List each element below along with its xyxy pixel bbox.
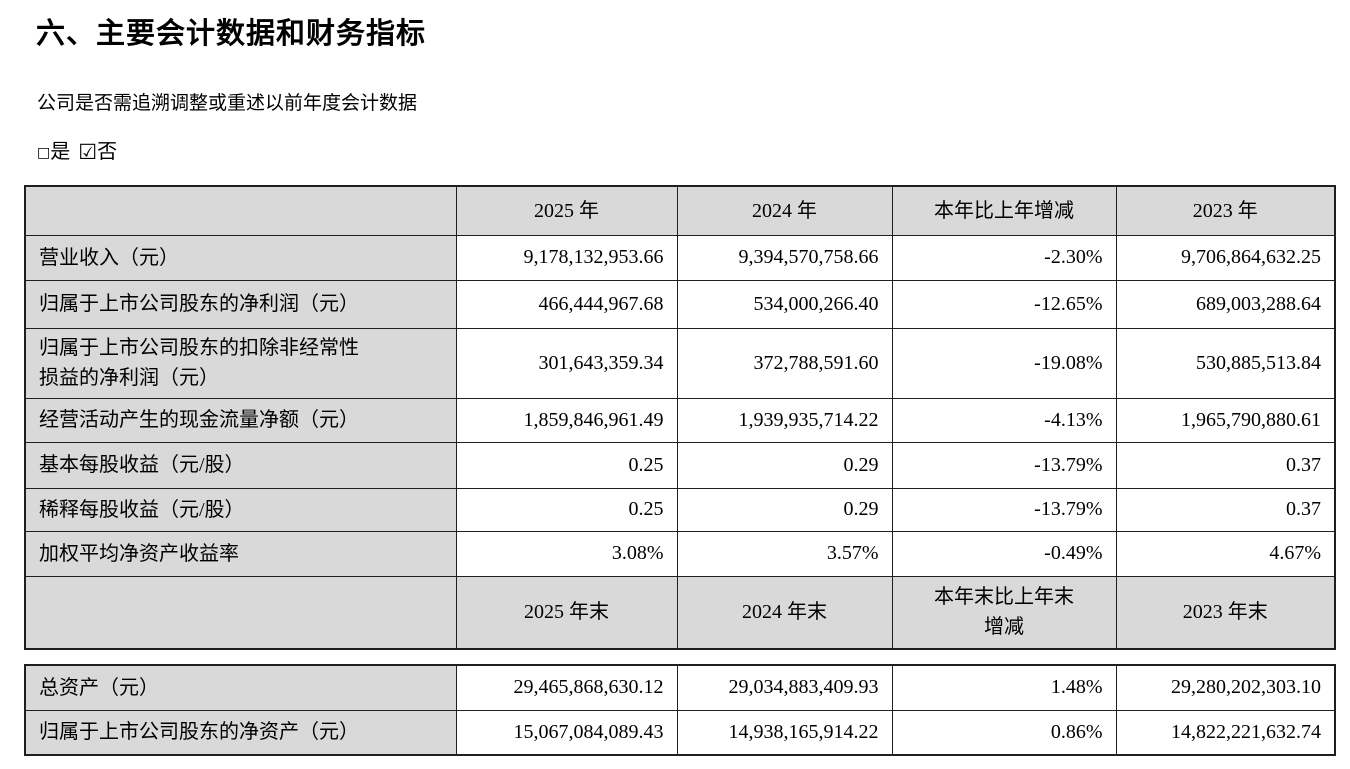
table-row-operating-cash-flow: 经营活动产生的现金流量净额（元） 1,859,846,961.49 1,939,… — [24, 397, 1336, 443]
col-header-2024: 2024 年 — [676, 185, 893, 236]
table-row-revenue: 营业收入（元） 9,178,132,953.66 9,394,570,758.6… — [24, 234, 1336, 281]
value-cell: 530,885,513.84 — [1115, 327, 1336, 399]
checkbox-unchecked-icon: □ — [37, 145, 51, 161]
value-cell: 0.37 — [1115, 441, 1336, 489]
row-label-cell: 营业收入（元） — [24, 234, 457, 281]
row-label-cell: 归属于上市公司股东的净资产（元） — [24, 709, 457, 756]
value-cell: 301,643,359.34 — [455, 327, 678, 399]
value-cell: 689,003,288.64 — [1115, 279, 1336, 329]
checkbox-yes: □是 — [37, 141, 70, 163]
period-end-header-row: 2025 年末 2024 年末 本年末比上年末 增减 2023 年末 — [24, 575, 1336, 650]
value-cell: -12.65% — [891, 279, 1117, 329]
period-end-table: 总资产（元） 29,465,868,630.12 29,034,883,409.… — [24, 664, 1336, 756]
value-cell: 15,067,084,089.43 — [455, 709, 678, 756]
col-header-year-end-change: 本年末比上年末 增减 — [891, 575, 1117, 650]
value-cell: 0.25 — [455, 487, 678, 532]
value-cell: 29,465,868,630.12 — [455, 664, 678, 711]
row-label-cell: 稀释每股收益（元/股） — [24, 487, 457, 532]
table-row-net-assets: 归属于上市公司股东的净资产（元） 15,067,084,089.43 14,93… — [24, 709, 1336, 756]
restatement-question: 公司是否需追溯调整或重述以前年度会计数据 — [37, 93, 418, 114]
table-row-net-profit: 归属于上市公司股东的净利润（元） 466,444,967.68 534,000,… — [24, 279, 1336, 329]
table-row-weighted-avg-roe: 加权平均净资产收益率 3.08% 3.57% -0.49% 4.67% — [24, 530, 1336, 577]
checkbox-no-label: 否 — [97, 141, 118, 163]
value-cell: 0.25 — [455, 441, 678, 489]
restatement-answer-line: □是 ☑否 — [37, 140, 1350, 165]
value-cell: -4.13% — [891, 397, 1117, 443]
col-header-yoy-change: 本年比上年增减 — [891, 185, 1117, 236]
col-header-2023: 2023 年 — [1115, 185, 1336, 236]
annual-indicators-table: 2025 年 2024 年 本年比上年增减 2023 年 营业收入（元） 9,1… — [24, 185, 1336, 650]
value-cell: 0.37 — [1115, 487, 1336, 532]
value-cell: 4.67% — [1115, 530, 1336, 577]
header-blank-cell — [24, 575, 457, 650]
col-header-2024-end: 2024 年末 — [676, 575, 893, 650]
value-cell: 29,280,202,303.10 — [1115, 664, 1336, 711]
value-cell: 1,939,935,714.22 — [676, 397, 893, 443]
checkbox-no: ☑否 — [78, 140, 118, 164]
value-cell: 3.08% — [455, 530, 678, 577]
col-header-2023-end: 2023 年末 — [1115, 575, 1336, 650]
row-label-cell: 归属于上市公司股东的扣除非经常性 损益的净利润（元） — [24, 327, 457, 399]
annual-header-row: 2025 年 2024 年 本年比上年增减 2023 年 — [24, 185, 1336, 236]
value-cell: -13.79% — [891, 487, 1117, 532]
page-title: 六、主要会计数据和财务指标 — [36, 18, 427, 50]
value-cell: 0.29 — [676, 441, 893, 489]
table-row-diluted-eps: 稀释每股收益（元/股） 0.25 0.29 -13.79% 0.37 — [24, 487, 1336, 532]
row-label-cell: 经营活动产生的现金流量净额（元） — [24, 397, 457, 443]
row-label-cell: 总资产（元） — [24, 664, 457, 711]
value-cell: 3.57% — [676, 530, 893, 577]
table-row-total-assets: 总资产（元） 29,465,868,630.12 29,034,883,409.… — [24, 664, 1336, 711]
row-label-cell: 基本每股收益（元/股） — [24, 441, 457, 489]
col-header-2025-end: 2025 年末 — [455, 575, 678, 650]
table-row-basic-eps: 基本每股收益（元/股） 0.25 0.29 -13.79% 0.37 — [24, 441, 1336, 489]
value-cell: 1,965,790,880.61 — [1115, 397, 1336, 443]
value-cell: 0.86% — [891, 709, 1117, 756]
value-cell: 29,034,883,409.93 — [676, 664, 893, 711]
value-cell: 9,394,570,758.66 — [676, 234, 893, 281]
value-cell: 372,788,591.60 — [676, 327, 893, 399]
value-cell: 466,444,967.68 — [455, 279, 678, 329]
row-label-cell: 归属于上市公司股东的净利润（元） — [24, 279, 457, 329]
value-cell: -0.49% — [891, 530, 1117, 577]
checkbox-yes-label: 是 — [50, 141, 71, 163]
value-cell: 9,178,132,953.66 — [455, 234, 678, 281]
col-header-2025: 2025 年 — [455, 185, 678, 236]
value-cell: -2.30% — [891, 234, 1117, 281]
value-cell: 1,859,846,961.49 — [455, 397, 678, 443]
checkbox-checked-icon: ☑ — [78, 140, 98, 164]
table-row-net-profit-excl-nonrecurring: 归属于上市公司股东的扣除非经常性 损益的净利润（元） 301,643,359.3… — [24, 327, 1336, 399]
value-cell: 0.29 — [676, 487, 893, 532]
value-cell: 9,706,864,632.25 — [1115, 234, 1336, 281]
value-cell: 534,000,266.40 — [676, 279, 893, 329]
value-cell: -19.08% — [891, 327, 1117, 399]
value-cell: 14,938,165,914.22 — [676, 709, 893, 756]
value-cell: -13.79% — [891, 441, 1117, 489]
row-label-cell: 加权平均净资产收益率 — [24, 530, 457, 577]
header-blank-cell — [24, 185, 457, 236]
value-cell: 14,822,221,632.74 — [1115, 709, 1336, 756]
value-cell: 1.48% — [891, 664, 1117, 711]
